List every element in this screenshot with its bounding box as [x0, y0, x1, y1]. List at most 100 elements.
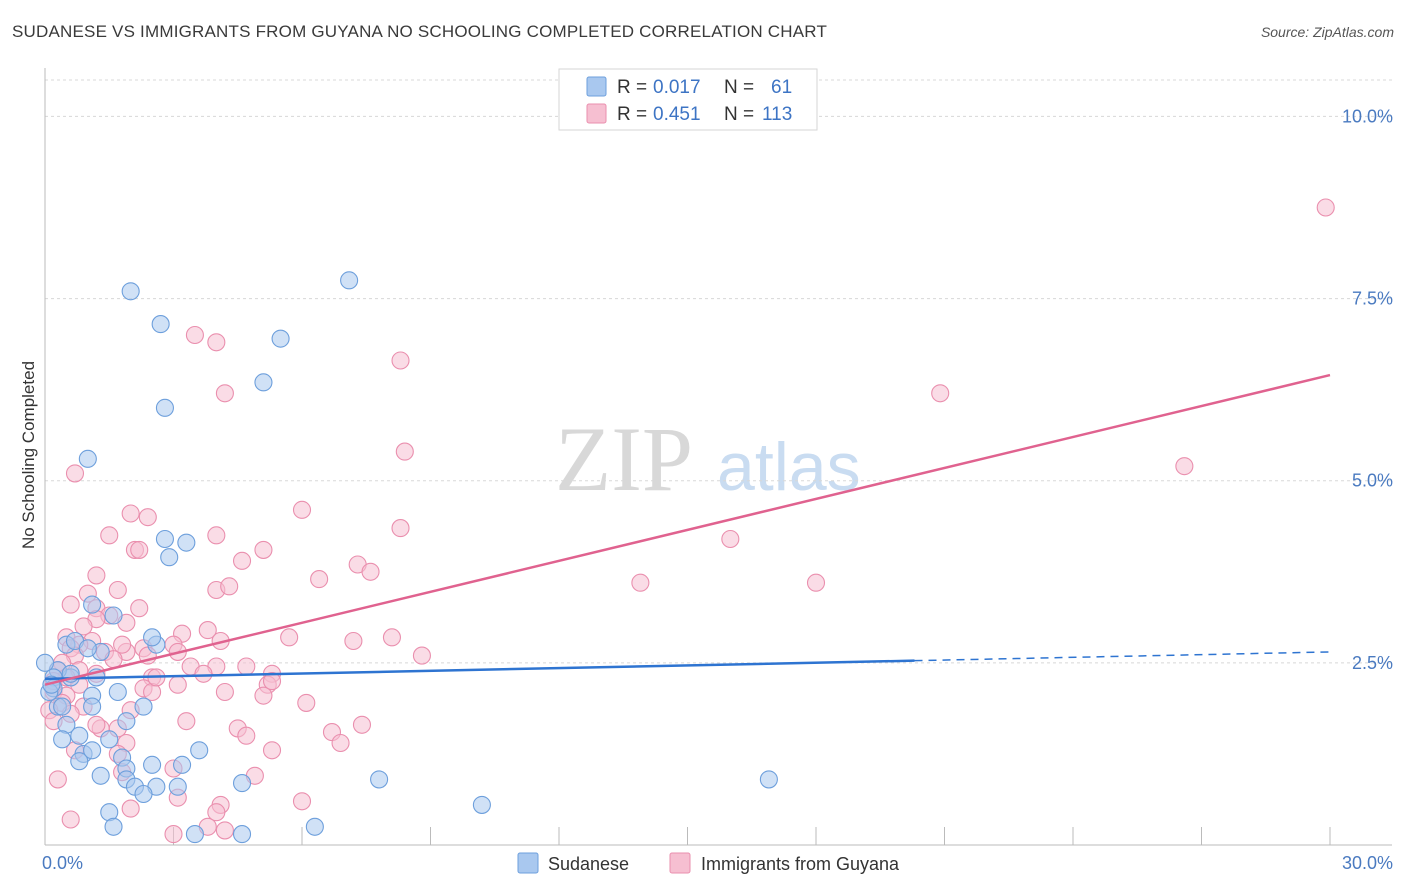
- sudanese-point: [254, 373, 273, 392]
- guyana-point: [254, 540, 273, 559]
- bottom-legend-guyana: Immigrants from Guyana: [701, 854, 900, 874]
- legend-r-label-2: R =: [617, 104, 647, 125]
- sudanese-point: [472, 795, 491, 814]
- guyana-point: [395, 442, 414, 461]
- y-tick-label: 5.0%: [1352, 471, 1393, 491]
- guyana-point: [280, 628, 299, 647]
- sudanese-point: [190, 741, 209, 760]
- sudanese-point: [104, 606, 123, 625]
- sudanese-point: [35, 653, 55, 672]
- sudanese-point: [185, 825, 204, 844]
- guyana-point: [177, 712, 196, 731]
- sudanese-point: [759, 770, 778, 789]
- legend-n-label-1: N =: [724, 77, 754, 98]
- watermark-zip: ZIP: [555, 408, 693, 510]
- sudanese-point: [143, 628, 162, 647]
- sudanese-point: [53, 730, 72, 749]
- sudanese-point: [83, 697, 102, 716]
- legend: R = 0.017 N = 61 R = 0.451 N = 113: [558, 68, 818, 131]
- y-tick-label: 10.0%: [1342, 106, 1393, 126]
- sudanese-point: [340, 271, 359, 290]
- sudanese-point: [70, 726, 89, 745]
- sudanese-point: [83, 595, 102, 614]
- guyana-trendline: [44, 373, 1331, 686]
- bottom-legend-sudanese: Sudanese: [548, 854, 629, 874]
- guyana-point: [352, 715, 372, 734]
- sudanese-point: [108, 682, 127, 702]
- sudanese-point: [232, 774, 252, 793]
- guyana-point: [87, 715, 106, 734]
- sudanese-point: [143, 755, 162, 774]
- guyana-point: [207, 803, 226, 822]
- sudanese-point: [78, 639, 97, 658]
- guyana-point: [164, 825, 183, 844]
- guyana-point: [1316, 198, 1335, 217]
- sudanese-point: [134, 784, 153, 804]
- legend-r-value-1: 0.017: [653, 77, 701, 98]
- sudanese-point: [305, 817, 324, 836]
- sudanese-point: [117, 712, 136, 731]
- sudanese-point: [53, 697, 72, 716]
- y-tick-label: 2.5%: [1352, 653, 1393, 673]
- guyana-point: [806, 573, 826, 592]
- legend-n-label-2: N =: [724, 104, 754, 125]
- grid: [45, 79, 1392, 664]
- sudanese-point: [177, 533, 196, 552]
- guyana-point: [220, 577, 239, 596]
- trendlines: [44, 373, 1331, 686]
- sudanese-point: [134, 697, 153, 716]
- sudanese-point: [100, 730, 119, 749]
- guyana-point: [207, 333, 226, 352]
- bottom-legend: Sudanese Immigrants from Guyana: [517, 852, 900, 874]
- guyana-point: [391, 351, 410, 370]
- guyana-point: [61, 595, 80, 614]
- sudanese-point: [173, 755, 192, 774]
- guyana-point: [254, 686, 273, 705]
- guyana-point: [113, 635, 132, 654]
- guyana-point: [198, 621, 217, 640]
- guyana-point: [931, 384, 950, 403]
- guyana-point: [391, 519, 410, 538]
- guyana-point: [108, 580, 127, 600]
- sudanese-point: [78, 449, 97, 468]
- guyana-point: [237, 726, 256, 745]
- guyana-point: [130, 599, 149, 618]
- sudanese-point: [168, 777, 187, 796]
- guyana-point: [292, 792, 312, 811]
- guyana-point: [310, 570, 329, 589]
- sudanese-trendline-extension: [914, 651, 1331, 662]
- guyana-point: [48, 770, 67, 789]
- points-layer: [35, 198, 1335, 844]
- sudanese-point: [121, 282, 140, 301]
- bottom-legend-swatch-sudanese: [517, 852, 539, 874]
- bottom-legend-swatch-guyana: [669, 852, 691, 874]
- legend-n-value-1: 61: [771, 77, 792, 98]
- guyana-point: [121, 504, 140, 523]
- sudanese-point: [271, 329, 290, 348]
- axes: 2.5% 5.0% 7.5% 10.0% 0.0% 30.0%: [42, 68, 1393, 873]
- guyana-point: [292, 500, 312, 519]
- guyana-point: [61, 810, 80, 829]
- legend-n-value-2: 113: [762, 104, 792, 125]
- sudanese-point: [91, 766, 110, 785]
- guyana-point: [232, 551, 252, 570]
- legend-swatch-guyana: [586, 103, 607, 124]
- guyana-point: [412, 646, 431, 665]
- guyana-point: [100, 526, 119, 545]
- sudanese-point: [83, 741, 102, 760]
- guyana-point: [262, 741, 282, 760]
- guyana-point: [262, 672, 282, 691]
- sudanese-point: [155, 398, 174, 417]
- guyana-point: [382, 628, 402, 647]
- legend-swatch-sudanese: [586, 76, 607, 97]
- y-axis-title: No Schooling Completed: [19, 361, 38, 549]
- sudanese-point: [42, 675, 61, 694]
- guyana-point: [361, 562, 380, 581]
- guyana-point: [138, 508, 157, 527]
- sudanese-point: [151, 315, 170, 334]
- x-tick-label: 30.0%: [1342, 853, 1393, 873]
- sudanese-point: [104, 817, 123, 836]
- guyana-point: [130, 540, 149, 559]
- sudanese-point: [70, 752, 89, 771]
